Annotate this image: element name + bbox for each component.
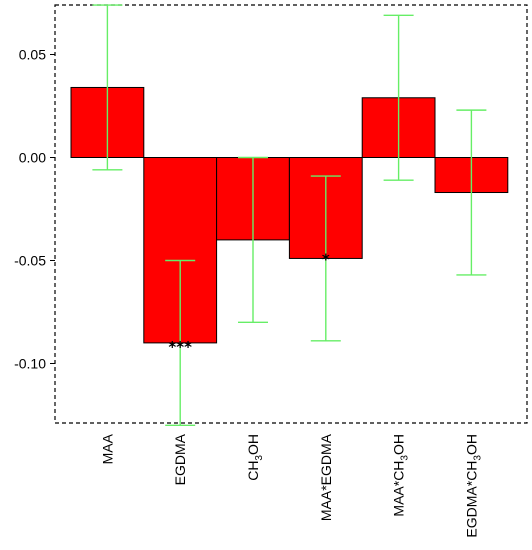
x-tick-label: EGDMA [172, 433, 188, 485]
significance-mark: * [322, 250, 330, 268]
x-tick-label: CH3OH [245, 434, 265, 481]
x-tick-label: MAA*CH3OH [391, 434, 411, 517]
x-tick-label-subscript: 3 [472, 455, 483, 461]
x-tick-label-tail: OH [463, 434, 479, 455]
x-tick-label-main: MAA*EGDMA [318, 433, 334, 521]
significance-mark: *** [168, 338, 192, 356]
x-tick-label-main: EGDMA*CH [463, 461, 479, 538]
significance-marks: **** [168, 250, 329, 355]
x-tick-label-main: MAA*CH [391, 461, 407, 517]
y-axis: -0.10 -0.05 0.00 0.05 [14, 47, 55, 372]
x-axis-labels: MAA EGDMA CH3OH MAA*EGDMA MAA*CH3OHEGDMA*CH3… [99, 433, 483, 537]
x-tick-label-tail: OH [391, 434, 407, 455]
x-tick-label-main: EGDMA [172, 433, 188, 485]
x-tick-label-main: MAA [99, 433, 115, 464]
x-tick-label: MAA [99, 433, 115, 464]
error-bars [92, 4, 487, 426]
y-tick-label: -0.10 [14, 356, 46, 372]
y-tick-label: 0.05 [19, 47, 46, 63]
x-tick-label-main: CH [245, 461, 261, 481]
bars [70, 86, 509, 344]
plot-frame [54, 4, 528, 424]
y-tick-label: 0.00 [19, 150, 46, 166]
x-tick-label-subscript: 3 [254, 455, 265, 461]
x-tick-label: EGDMA*CH3OH [463, 434, 483, 538]
x-tick-label-tail: OH [245, 434, 261, 455]
x-tick-label-subscript: 3 [400, 455, 411, 461]
x-tick-label: MAA*EGDMA [318, 433, 334, 521]
y-tick-label: -0.05 [14, 253, 46, 269]
